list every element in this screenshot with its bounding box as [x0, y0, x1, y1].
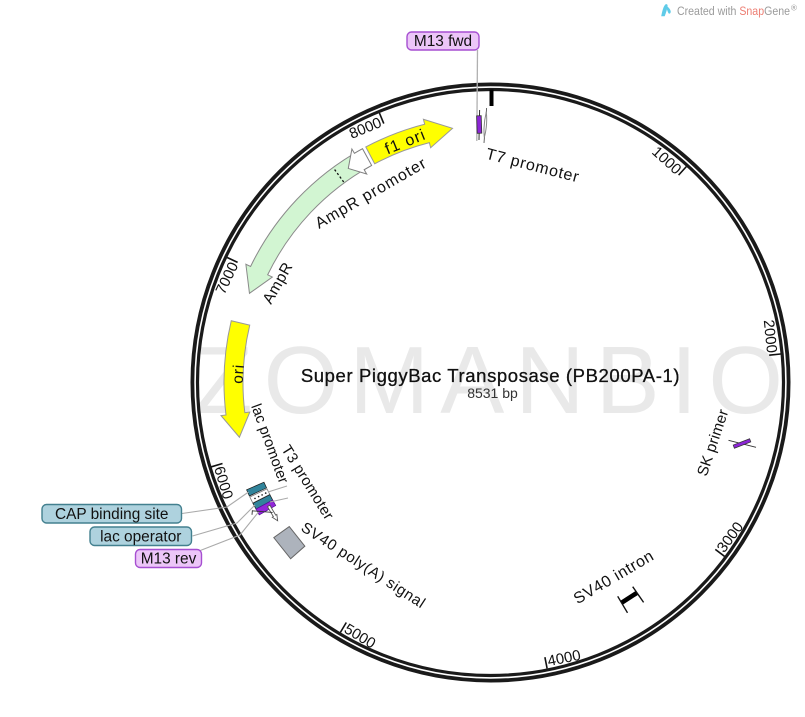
svg-text:ZOMANBIO: ZOMANBIO	[194, 327, 794, 434]
svg-text:lac operator: lac operator	[100, 528, 181, 545]
svg-text:4000: 4000	[546, 647, 582, 670]
svg-text:Super PiggyBac Transposase (PB: Super PiggyBac Transposase (PB200PA-1)	[301, 365, 680, 386]
svg-text:®: ®	[791, 4, 797, 13]
svg-text:Created with SnapGene: Created with SnapGene	[677, 4, 790, 18]
svg-text:2000: 2000	[760, 319, 780, 354]
svg-text:M13 fwd: M13 fwd	[414, 33, 472, 50]
svg-text:8531 bp: 8531 bp	[467, 385, 518, 401]
svg-text:ori: ori	[230, 364, 248, 385]
svg-text:CAP binding site: CAP binding site	[55, 506, 169, 523]
svg-text:M13 rev: M13 rev	[141, 551, 197, 568]
